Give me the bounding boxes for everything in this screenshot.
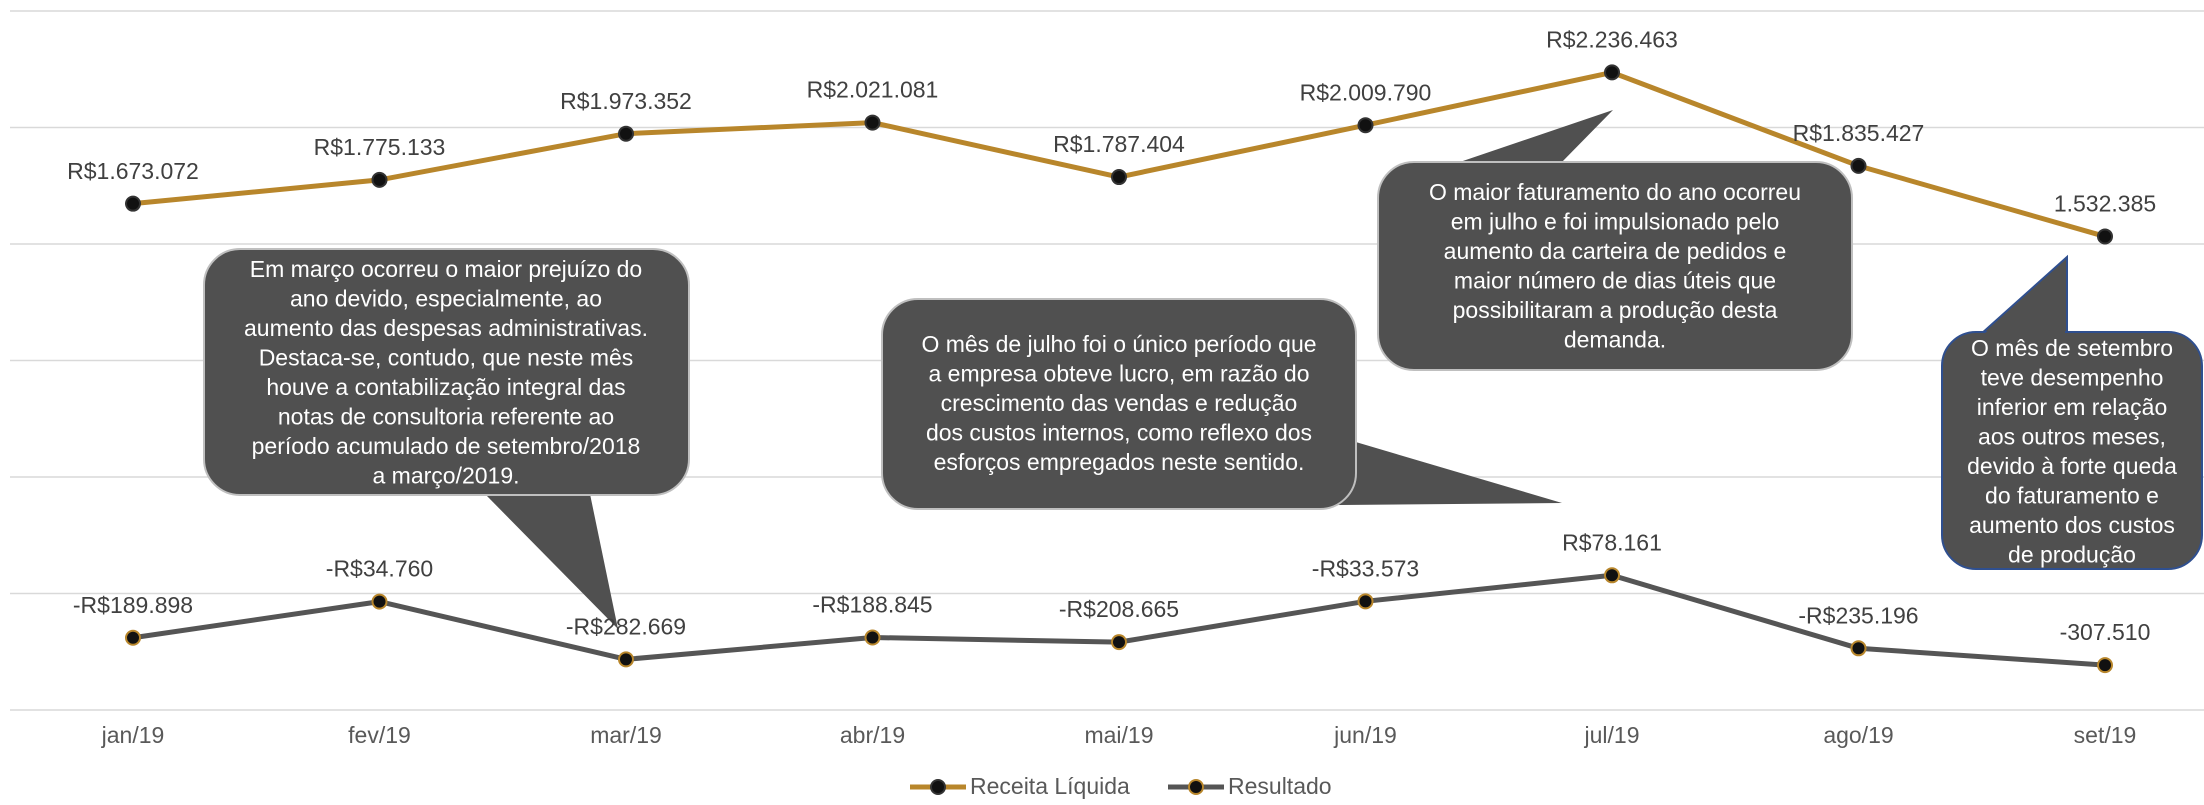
marker xyxy=(371,593,388,610)
callout-text: O mês de julho foi o único período que xyxy=(921,331,1316,357)
callout-text: houve a contabilização integral das xyxy=(266,374,625,400)
callout-text: ano devido, especialmente, ao xyxy=(290,286,602,312)
callout-text: a março/2019. xyxy=(372,463,519,489)
data-label: R$2.021.081 xyxy=(807,77,939,103)
data-label: -R$282.669 xyxy=(566,613,686,639)
x-tick-label: set/19 xyxy=(2074,722,2137,748)
x-tick-label: jul/19 xyxy=(1584,722,1640,748)
callout-text: demanda. xyxy=(1564,327,1666,353)
legend-marker xyxy=(930,779,946,795)
callouts: Em março ocorreu o maior prejuízo do ano … xyxy=(203,110,2203,629)
callout-box xyxy=(1941,331,2203,570)
callout-text: notas de consultoria referente ao xyxy=(278,404,614,430)
marker xyxy=(1357,117,1374,134)
marker xyxy=(125,195,141,212)
callout-tail xyxy=(485,494,618,629)
data-label: -R$235.196 xyxy=(1798,602,1918,628)
x-tick-label: mai/19 xyxy=(1084,722,1153,748)
callout-text: período acumulado de setembro/2018 xyxy=(252,433,641,459)
marker xyxy=(371,171,388,188)
callout-text: aos outros meses, xyxy=(1978,424,2166,450)
data-label: -R$34.760 xyxy=(326,556,433,582)
callout-text: Em março ocorreu o maior prejuízo do xyxy=(250,256,642,282)
data-label: -307.510 xyxy=(2060,619,2151,645)
legend-label: Receita Líquida xyxy=(970,773,1130,799)
callout-text: maior número de dias úteis que xyxy=(1454,268,1776,294)
data-label: 1.532.385 xyxy=(2054,191,2156,217)
callout-text: do faturamento e xyxy=(1985,483,2159,509)
marker xyxy=(2097,657,2113,674)
marker xyxy=(2097,228,2113,245)
marker xyxy=(1357,593,1374,610)
x-tick-label: fev/19 xyxy=(348,722,411,748)
callout-box xyxy=(881,298,1357,510)
legend-marker xyxy=(1188,779,1204,795)
marker xyxy=(618,651,634,668)
marker xyxy=(1850,157,1867,174)
marker xyxy=(125,629,141,646)
data-label: R$1.835.427 xyxy=(1793,120,1925,146)
marker xyxy=(864,629,881,646)
callout-text: em julho e foi impulsionado pelo xyxy=(1451,209,1780,235)
callout-text: aumento das despesas administrativas. xyxy=(244,315,648,341)
data-label: R$1.787.404 xyxy=(1053,131,1185,157)
x-tick-label: jun/19 xyxy=(1333,722,1397,748)
data-label: -R$189.898 xyxy=(73,592,193,618)
callout-box xyxy=(1377,161,1853,371)
callout-text: Destaca-se, contudo, que neste mês xyxy=(259,345,634,371)
data-label: R$2.009.790 xyxy=(1300,79,1432,105)
data-label: R$78.161 xyxy=(1562,529,1662,555)
marker xyxy=(1604,64,1620,81)
x-tick-label: mar/19 xyxy=(590,722,662,748)
callout-text: a empresa obteve lucro, em razão do xyxy=(929,361,1310,387)
marker xyxy=(618,125,634,142)
callout-text: dos custos internos, como reflexo dos xyxy=(926,420,1312,446)
data-label: R$1.673.072 xyxy=(67,158,199,184)
callout-text: devido à forte queda xyxy=(1967,453,2177,479)
data-label: -R$208.665 xyxy=(1059,596,1179,622)
marker xyxy=(1111,169,1127,186)
callout-text: esforços empregados neste sentido. xyxy=(934,449,1305,475)
callout-text: O maior faturamento do ano ocorreu xyxy=(1429,179,1801,205)
callout-text: inferior em relação xyxy=(1977,394,2167,420)
data-label: -R$33.573 xyxy=(1312,555,1419,581)
callout-text: de produção xyxy=(2008,542,2136,568)
callout-text: possibilitaram a produção desta xyxy=(1453,297,1778,323)
marker xyxy=(864,114,881,131)
data-label: R$1.973.352 xyxy=(560,88,692,114)
data-label: -R$188.845 xyxy=(812,592,932,618)
marker xyxy=(1850,640,1867,657)
callout-text: aumento da carteira de pedidos e xyxy=(1444,238,1787,264)
callout-text: O mês de setembro xyxy=(1971,335,2173,361)
x-tick-label: abr/19 xyxy=(840,722,905,748)
callout-tail xyxy=(1454,110,1613,164)
x-tick-label: ago/19 xyxy=(1823,722,1893,748)
callout-box xyxy=(203,248,690,496)
x-tick-label: jan/19 xyxy=(101,722,165,748)
callout-text: teve desempenho xyxy=(1981,365,2164,391)
marker xyxy=(1111,634,1127,651)
legend-label: Resultado xyxy=(1228,773,1332,799)
callout-text: aumento dos custos xyxy=(1969,512,2175,538)
data-label: R$2.236.463 xyxy=(1546,26,1678,52)
marker xyxy=(1604,567,1620,584)
data-label: R$1.775.133 xyxy=(314,134,446,160)
callout-tail-fill xyxy=(1983,262,2065,335)
callout-text: crescimento das vendas e redução xyxy=(941,390,1298,416)
